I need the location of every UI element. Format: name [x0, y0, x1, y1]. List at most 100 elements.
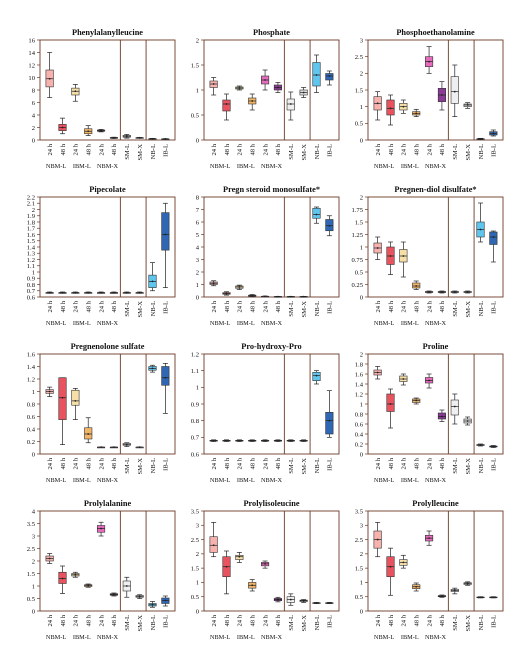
x-tick-label: 48 h — [388, 300, 395, 312]
y-tick-label: 1.5 — [355, 565, 364, 572]
y-tick-label: 0 — [196, 608, 200, 615]
y-tick-label: 2 — [360, 194, 363, 201]
mean-marker — [402, 255, 405, 257]
mean-marker — [479, 138, 482, 140]
mean-marker — [415, 285, 418, 287]
mean-marker — [289, 103, 292, 105]
x-tick-label: NB-L — [478, 458, 485, 473]
mean-marker — [113, 446, 115, 449]
x-tick-label: 24 h — [262, 300, 269, 312]
x-tick-label: SM-L — [452, 615, 459, 631]
mean-marker — [402, 561, 405, 564]
y-tick-label: 0.6 — [27, 414, 36, 421]
x-tick-label: 24 h — [401, 614, 408, 626]
y-tick-label: 12 — [28, 62, 35, 69]
box-9 — [489, 231, 498, 245]
panel-title: Prolylalanine — [84, 499, 132, 508]
group-label: NBM-L — [210, 634, 230, 641]
mean-marker — [61, 291, 64, 294]
group-label: NBM-L — [210, 163, 230, 170]
x-tick-label: 48 h — [439, 614, 446, 626]
mean-marker — [125, 135, 128, 138]
mean-marker — [151, 603, 154, 606]
x-tick-label: 48 h — [275, 614, 282, 626]
group-label: IBM-L — [73, 634, 91, 641]
y-tick-label: 1 — [196, 282, 199, 289]
mean-marker — [125, 585, 128, 587]
mean-marker — [389, 107, 392, 110]
x-tick-label: 48 h — [86, 457, 93, 469]
y-tick-label: 1 — [196, 87, 199, 94]
x-tick-label: SM-L — [288, 615, 295, 631]
panel-4: Pregn steroid monosulfate* 0 1 2 3 4 5 6 7 8 24 h 4… — [196, 185, 340, 327]
x-tick-label: 24 h — [262, 614, 269, 626]
y-tick-label: 4 — [196, 244, 200, 251]
mean-marker — [328, 419, 331, 422]
x-tick-label: 24 h — [237, 300, 244, 312]
mean-marker — [302, 599, 305, 602]
y-tick-label: 1.9 — [27, 213, 36, 220]
mean-marker — [302, 439, 305, 442]
x-tick-label: 24 h — [47, 143, 54, 155]
mean-marker — [302, 91, 305, 94]
box-1 — [58, 377, 67, 420]
y-tick-label: 2.1 — [27, 201, 35, 208]
x-tick-label: NB-L — [478, 144, 485, 159]
y-tick-label: 0.6 — [355, 421, 364, 428]
group-label: IBM-L — [401, 163, 419, 170]
mean-marker — [100, 527, 102, 530]
group-label: IBM-L — [237, 477, 255, 484]
y-tick-label: 0.7 — [191, 435, 200, 442]
mean-marker — [315, 213, 318, 216]
group-label: IBM-L — [401, 634, 419, 641]
mean-marker — [251, 584, 254, 587]
y-tick-label: 3 — [196, 257, 200, 264]
y-tick-label: 2 — [196, 37, 199, 44]
group-label: NBM-L — [374, 477, 394, 484]
y-tick-label: 7 — [196, 207, 200, 214]
y-tick-label: 16 — [28, 37, 35, 44]
mean-marker — [376, 102, 379, 105]
x-tick-label: NB-L — [314, 615, 321, 630]
x-tick-label: NB-L — [314, 301, 321, 316]
mean-marker — [453, 405, 456, 408]
mean-marker — [466, 291, 469, 293]
x-tick-label: NB-L — [150, 615, 157, 630]
mean-marker — [277, 598, 279, 601]
x-tick-label: 24 h — [98, 143, 105, 155]
y-tick-label: 1.8 — [355, 361, 364, 368]
panel-title: Prolylleucine — [412, 499, 459, 508]
panel-2: Phosphoethanolamine 0 0.5 1 1.5 2 2.5 3 24 h 48 h… — [355, 28, 504, 170]
x-tick-label: 48 h — [388, 614, 395, 626]
x-tick-label: 48 h — [250, 614, 257, 626]
y-tick-label: 0.5 — [355, 269, 364, 276]
x-tick-label: IB-L — [491, 615, 498, 628]
mean-marker — [212, 83, 215, 85]
box-2 — [71, 389, 80, 406]
group-label: NBM-L — [46, 163, 66, 170]
mean-marker — [328, 75, 331, 77]
mean-marker — [100, 446, 102, 449]
mean-marker — [225, 565, 228, 568]
mean-marker — [74, 573, 77, 576]
x-tick-label: 24 h — [426, 614, 433, 626]
x-tick-label: 24 h — [98, 300, 105, 312]
y-tick-label: 14 — [28, 50, 35, 57]
x-tick-label: 48 h — [439, 143, 446, 155]
mean-marker — [100, 129, 102, 132]
mean-marker — [453, 589, 456, 592]
y-tick-label: 10 — [28, 75, 35, 82]
x-tick-label: NB-L — [150, 144, 157, 159]
x-tick-label: 24 h — [375, 143, 382, 155]
x-tick-label: 48 h — [224, 614, 231, 626]
mean-marker — [428, 60, 430, 63]
mean-marker — [48, 77, 51, 80]
mean-marker — [164, 599, 167, 602]
mean-marker — [151, 280, 154, 283]
mean-marker — [48, 390, 51, 393]
y-tick-label: 0 — [32, 608, 36, 615]
y-tick-label: 6 — [32, 100, 36, 107]
y-tick-label: 1.3 — [27, 251, 36, 258]
y-tick-label: 1 — [360, 401, 363, 408]
mean-marker — [61, 126, 64, 129]
